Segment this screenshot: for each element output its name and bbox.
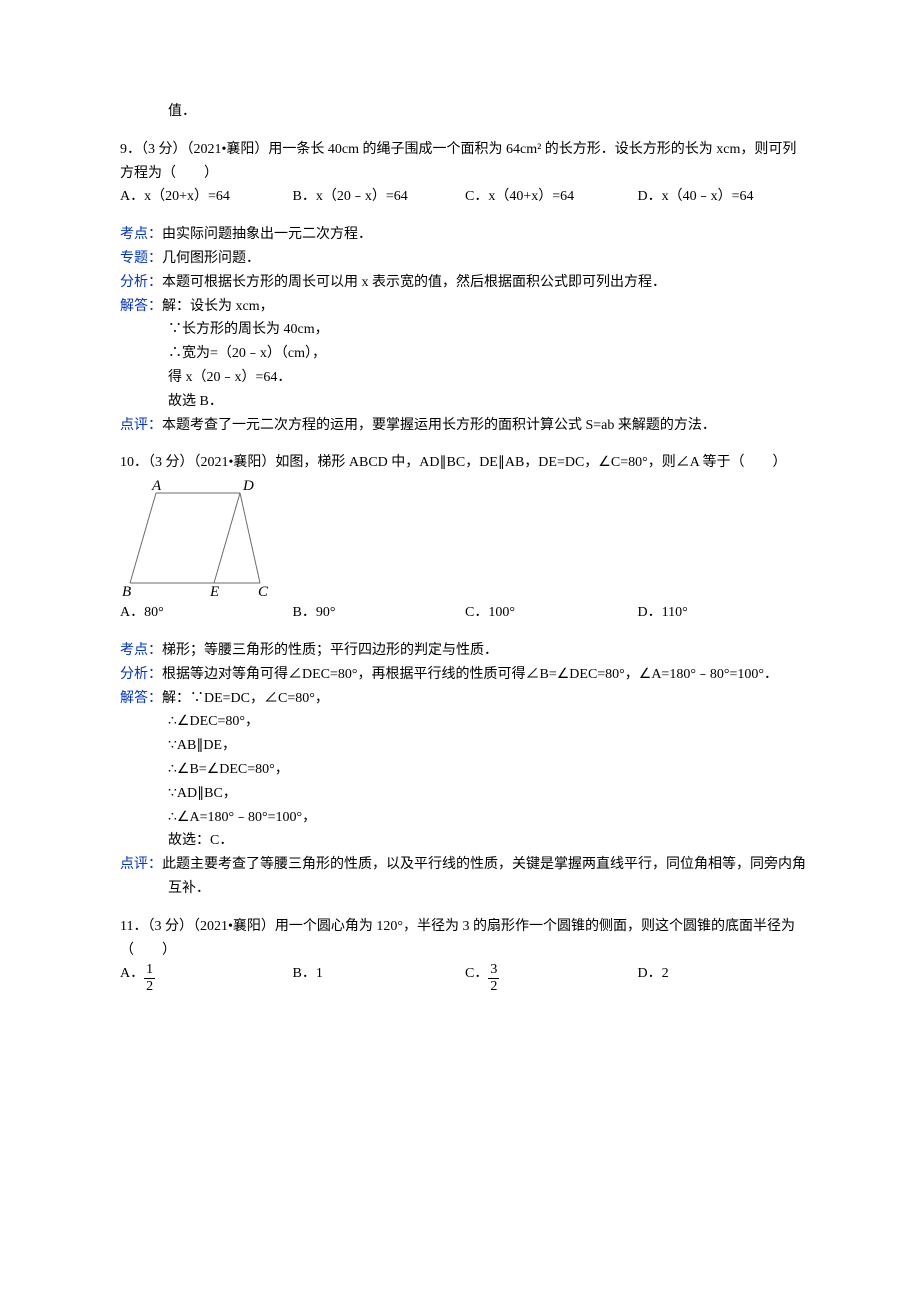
q9-dp-text: 本题考查了一元二次方程的运用，要掌握运用长方形的面积计算公式 S=ab 来解题的… (162, 418, 716, 433)
q10-opt-b[interactable]: B．90° (293, 601, 466, 625)
q10-options: A．80° B．90° C．100° D．110° (120, 601, 810, 625)
q9-opt-d[interactable]: D．x（40﹣x）=64 (638, 185, 811, 209)
q10-opt-c[interactable]: C．100° (465, 601, 638, 625)
label-dianping: 点评： (120, 418, 162, 433)
svg-text:E: E (209, 584, 219, 597)
q10-jd5: ∴∠A=180°﹣80°=100°， (120, 806, 810, 830)
q11-a-den: 2 (144, 979, 155, 995)
q10-kaodian: 考点：梯形；等腰三角形的性质；平行四边形的判定与性质． (120, 639, 810, 663)
q11-a-pre: A． (120, 966, 144, 981)
q10-dianping: 点评：此题主要考查了等腰三角形的性质，以及平行线的性质，关键是掌握两直线平行，同… (120, 853, 810, 901)
q10-jd0: 解：∵DE=DC，∠C=80°， (162, 691, 329, 706)
q10-jd4: ∵AD∥BC， (120, 782, 810, 806)
q10-dp-text: 此题主要考查了等腰三角形的性质，以及平行线的性质，关键是掌握两直线平行，同位角相… (162, 857, 806, 896)
q10-jd3: ∴∠B=∠DEC=80°， (120, 758, 810, 782)
label-zhuanti: 专题： (120, 251, 162, 266)
q9-options: A．x（20+x）=64 B．x（20﹣x）=64 C．x（40+x）=64 D… (120, 185, 810, 209)
q10-fenxi: 分析：根据等边对等角可得∠DEC=80°，再根据平行线的性质可得∠B=∠DEC=… (120, 663, 810, 687)
spacer (120, 209, 810, 223)
q11-options: A．12 B．1 C．32 D．2 (120, 962, 810, 995)
q10-jieda-0: 解答：解：∵DE=DC，∠C=80°， (120, 687, 810, 711)
q11-c-num: 3 (488, 962, 499, 979)
q10-opt-a[interactable]: A．80° (120, 601, 293, 625)
q9-jd3: 得 x（20﹣x）=64． (120, 366, 810, 390)
q11-opt-b[interactable]: B．1 (293, 962, 466, 986)
q9-jd1: ∵长方形的周长为 40cm， (120, 318, 810, 342)
label-fenxi: 分析： (120, 667, 162, 682)
q9-opt-a[interactable]: A．x（20+x）=64 (120, 185, 293, 209)
label-jieda: 解答： (120, 691, 162, 706)
q11-opt-a[interactable]: A．12 (120, 962, 293, 995)
label-dianping: 点评： (120, 857, 162, 872)
q8-tail: 值． (120, 100, 810, 124)
q9-jd0: 解：设长为 xcm， (162, 299, 274, 314)
label-fenxi: 分析： (120, 275, 162, 290)
q10-kd-text: 梯形；等腰三角形的性质；平行四边形的判定与性质． (162, 643, 498, 658)
spacer (120, 437, 810, 451)
q9-zhuanti: 专题：几何图形问题． (120, 247, 810, 271)
q10-opt-d[interactable]: D．110° (638, 601, 811, 625)
q11-a-num: 1 (144, 962, 155, 979)
q9-jieda-0: 解答：解：设长为 xcm， (120, 295, 810, 319)
svg-text:D: D (242, 479, 254, 494)
q9-kd-text: 由实际问题抽象出一元二次方程． (162, 227, 372, 242)
q9-jd4: 故选 B． (120, 390, 810, 414)
q9-opt-c[interactable]: C．x（40+x）=64 (465, 185, 638, 209)
q9-fenxi: 分析：本题可根据长方形的周长可以用 x 表示宽的值，然后根据面积公式即可列出方程… (120, 271, 810, 295)
label-jieda: 解答： (120, 299, 162, 314)
q11-opt-c[interactable]: C．32 (465, 962, 638, 995)
q9-fx-text: 本题可根据长方形的周长可以用 x 表示宽的值，然后根据面积公式即可列出方程． (162, 275, 666, 290)
q11-c-pre: C． (465, 966, 488, 981)
svg-text:A: A (151, 479, 162, 494)
q9-zt-text: 几何图形问题． (162, 251, 260, 266)
spacer (120, 124, 810, 138)
q9-jd2: ∴宽为=（20﹣x）（cm）， (120, 342, 810, 366)
q10-figure: A D B E C (120, 479, 290, 597)
q10-stem: 10．（3 分）（2021•襄阳）如图，梯形 ABCD 中，AD∥BC，DE∥A… (120, 451, 810, 475)
svg-text:C: C (258, 584, 269, 597)
q11-c-den: 2 (488, 979, 499, 995)
q10-fx-text: 根据等边对等角可得∠DEC=80°，再根据平行线的性质可得∠B=∠DEC=80°… (162, 667, 778, 682)
q10-jd1: ∴∠DEC=80°， (120, 710, 810, 734)
q10-jd6: 故选：C． (120, 829, 810, 853)
q9-dianping: 点评：本题考查了一元二次方程的运用，要掌握运用长方形的面积计算公式 S=ab 来… (120, 414, 810, 438)
label-kaodian: 考点： (120, 227, 162, 242)
q9-stem: 9．（3 分）（2021•襄阳）用一条长 40cm 的绳子围成一个面积为 64c… (120, 138, 810, 186)
q9-opt-b[interactable]: B．x（20﹣x）=64 (293, 185, 466, 209)
q11-stem: 11．（3 分）（2021•襄阳）用一个圆心角为 120°，半径为 3 的扇形作… (120, 915, 810, 963)
spacer (120, 625, 810, 639)
svg-text:B: B (122, 584, 131, 597)
label-kaodian: 考点： (120, 643, 162, 658)
q9-kaodian: 考点：由实际问题抽象出一元二次方程． (120, 223, 810, 247)
q10-jd2: ∵AB∥DE， (120, 734, 810, 758)
spacer (120, 901, 810, 915)
q11-opt-d[interactable]: D．2 (638, 962, 811, 986)
